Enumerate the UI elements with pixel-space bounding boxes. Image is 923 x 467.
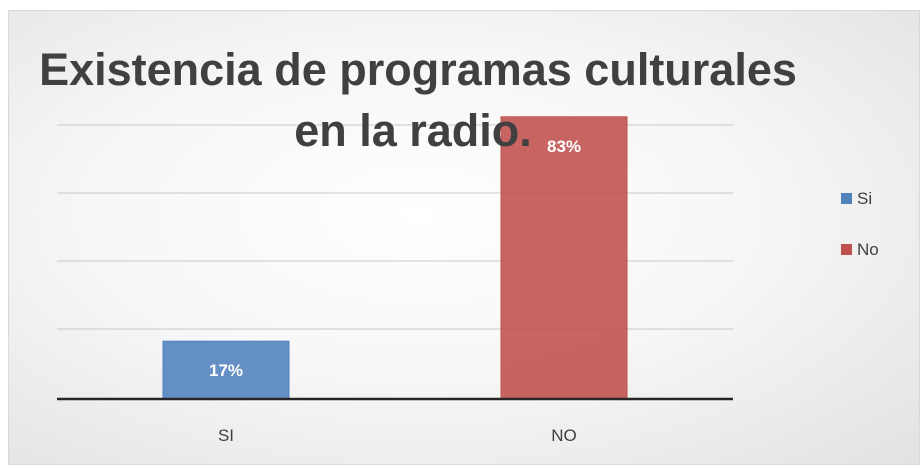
bar-no <box>501 117 627 399</box>
data-label-no: 83% <box>547 137 581 156</box>
chart-title: Existencia de programas culturales en la… <box>39 44 797 156</box>
legend: Si No <box>841 189 879 259</box>
data-label-si: 17% <box>209 361 243 380</box>
legend-label-si: Si <box>857 189 872 208</box>
bars <box>163 117 627 399</box>
chart-title-line-2: en la radio. <box>294 105 532 156</box>
legend-label-no: No <box>857 240 879 259</box>
chart-title-line-1: Existencia de programas culturales <box>39 44 797 95</box>
x-tick-label-no: NO <box>551 426 577 445</box>
legend-swatch-si <box>841 193 852 204</box>
x-tick-label-si: SI <box>218 426 234 445</box>
x-tick-labels: SI NO <box>218 426 577 445</box>
legend-swatch-no <box>841 244 852 255</box>
